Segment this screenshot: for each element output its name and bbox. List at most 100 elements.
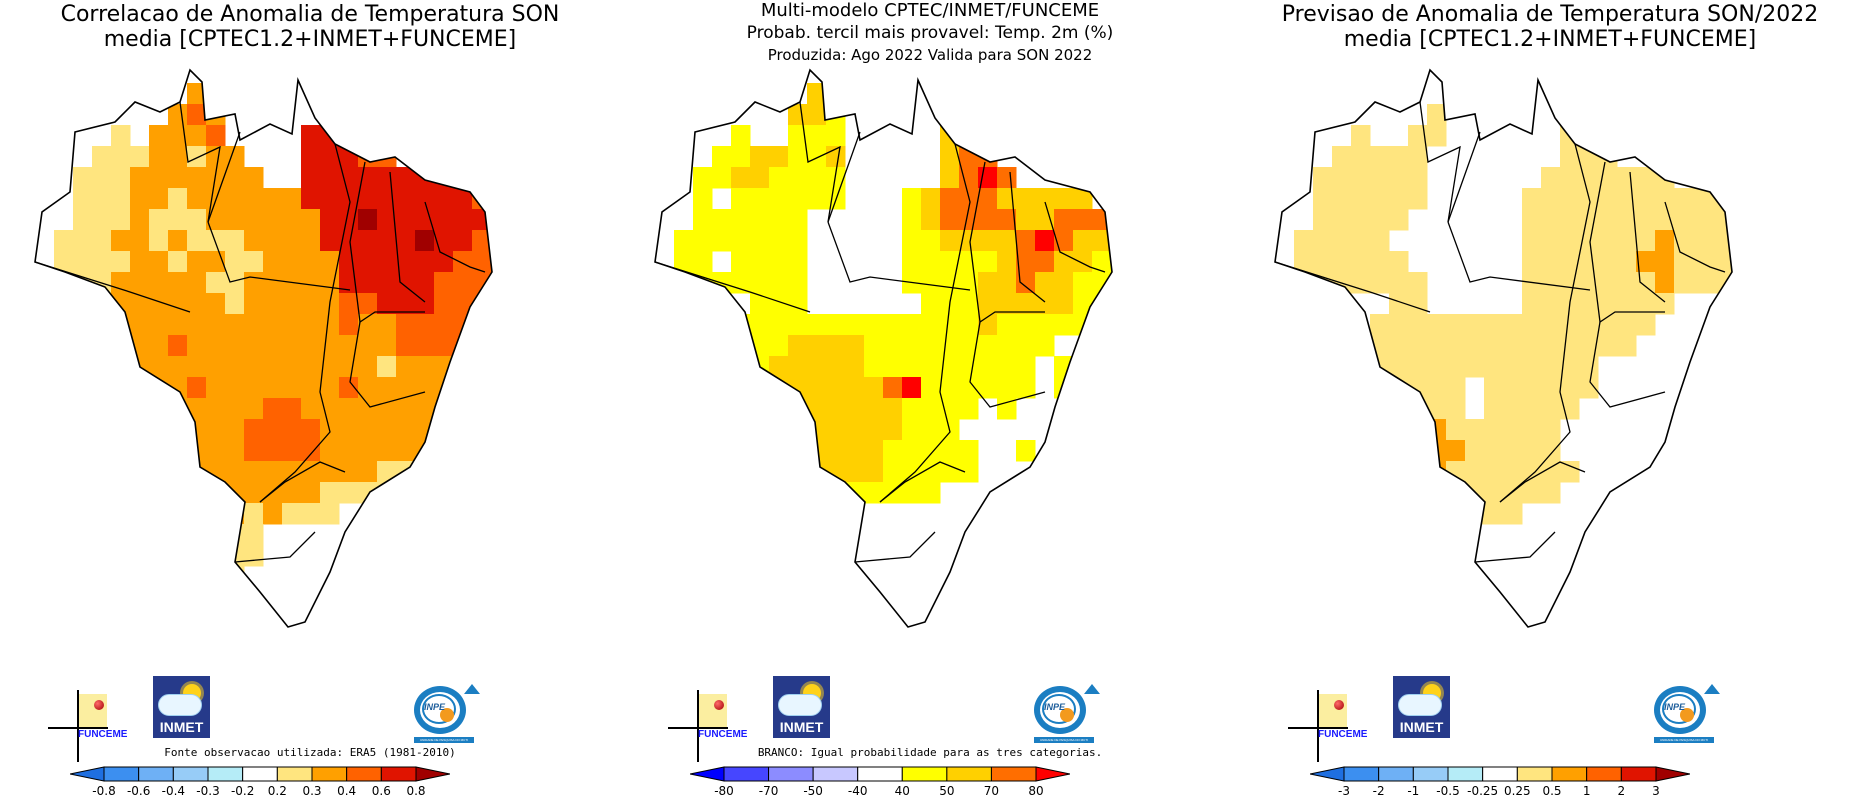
map-cell (1750, 230, 1770, 252)
map-cell (750, 314, 770, 336)
map-cell (1522, 230, 1542, 252)
map-cell (396, 356, 416, 378)
map-cell (339, 146, 359, 168)
map-cell (997, 272, 1017, 294)
map-cell (788, 377, 808, 399)
map-cell (1408, 293, 1428, 315)
map-cell (1503, 419, 1523, 441)
map-cell (73, 293, 93, 315)
map-cell (1016, 356, 1036, 378)
map-cell (396, 293, 416, 315)
map-cell (301, 461, 321, 483)
map-cell (168, 482, 188, 504)
map-cell (978, 293, 998, 315)
map-cell (1446, 335, 1466, 357)
map-cell (921, 314, 941, 336)
map-cell (282, 377, 302, 399)
map-cell (1484, 335, 1504, 357)
panel-title-line-2: media [CPTEC1.2+INMET+FUNCEME] (1343, 27, 1757, 52)
map-cell (845, 419, 865, 441)
map-cell (263, 356, 283, 378)
map-cell (1693, 272, 1713, 294)
map-cell (168, 293, 188, 315)
map-cell (301, 251, 321, 273)
map-cell (655, 272, 675, 294)
colorbar-tick-label: -0.25 (1467, 784, 1499, 798)
map-cell (1446, 503, 1466, 525)
map-cell (769, 188, 789, 210)
map-cell (1674, 272, 1694, 294)
map-cell (1092, 251, 1112, 273)
map-cell (940, 188, 960, 210)
state-border (1664, 201, 1726, 273)
map-cell (902, 482, 922, 504)
map-cell (73, 230, 93, 252)
map-cell (1351, 272, 1371, 294)
map-cell (1522, 398, 1542, 420)
map-cell (1351, 209, 1371, 231)
map-cell (1503, 398, 1523, 420)
map-cell (1484, 440, 1504, 462)
map-cell (92, 209, 112, 231)
colorbar-bin (1586, 766, 1622, 782)
inpe-ring-icon (1654, 686, 1706, 734)
map-cell (731, 146, 751, 168)
map-cell (997, 167, 1017, 189)
colorbar-bin (1551, 766, 1588, 782)
map-cell (168, 167, 188, 189)
map-cell (453, 209, 473, 231)
map-cell (54, 293, 74, 315)
map-cell (472, 251, 492, 273)
map-cell (902, 314, 922, 336)
map-cell (225, 356, 245, 378)
map-cell (978, 335, 998, 357)
colorbar-bin (1482, 766, 1518, 782)
map-cell (788, 209, 808, 231)
map-cell (864, 356, 884, 378)
panel-title-line-1: Multi-modelo CPTEC/INMET/FUNCEME (760, 0, 1100, 21)
colorbar-bin (276, 766, 313, 782)
map-cell (1427, 104, 1447, 126)
inpe-logo: INPE UNIDADE DE PESQUISA DO MCTI (1652, 684, 1720, 746)
probability-map (654, 68, 1113, 628)
map-cell (92, 314, 112, 336)
map-cell (826, 356, 846, 378)
map-cell (1294, 293, 1314, 315)
map-cell (674, 314, 694, 336)
map-cell (529, 293, 549, 315)
map-cell (693, 314, 713, 336)
map-cell (244, 419, 264, 441)
map-cell (1294, 230, 1314, 252)
map-cell (845, 440, 865, 462)
map-cell (434, 419, 454, 441)
map-cell (415, 461, 435, 483)
map-cell (902, 188, 922, 210)
colorbar-tick-label: 50 (939, 784, 955, 798)
map-cell (1111, 293, 1112, 315)
map-cell (187, 524, 207, 546)
colorbar-bin (1620, 766, 1657, 782)
map-cell (225, 167, 245, 189)
map-cell (529, 251, 549, 273)
map-cell (415, 209, 435, 231)
map-cell (187, 125, 207, 147)
map-cell (320, 146, 340, 168)
map-cell (712, 356, 732, 378)
inpe-logo-label: INPE (1044, 702, 1066, 712)
map-cell (1636, 188, 1656, 210)
map-cell (1560, 314, 1580, 336)
map-cell (1769, 251, 1789, 273)
cloud-icon (158, 694, 202, 716)
map-cell (1389, 398, 1409, 420)
map-cell (1693, 251, 1713, 273)
colorbar-tick-label: -0.5 (1436, 784, 1460, 798)
cloud-icon (778, 694, 822, 716)
map-cell (1427, 125, 1447, 147)
state-border (1447, 131, 1481, 223)
map-cell (149, 377, 169, 399)
map-cell (1111, 335, 1112, 357)
map-cell (320, 209, 340, 231)
state-border (349, 321, 426, 408)
colorbar-tick-label: -1 (1407, 784, 1420, 798)
state-border (1474, 531, 1556, 563)
